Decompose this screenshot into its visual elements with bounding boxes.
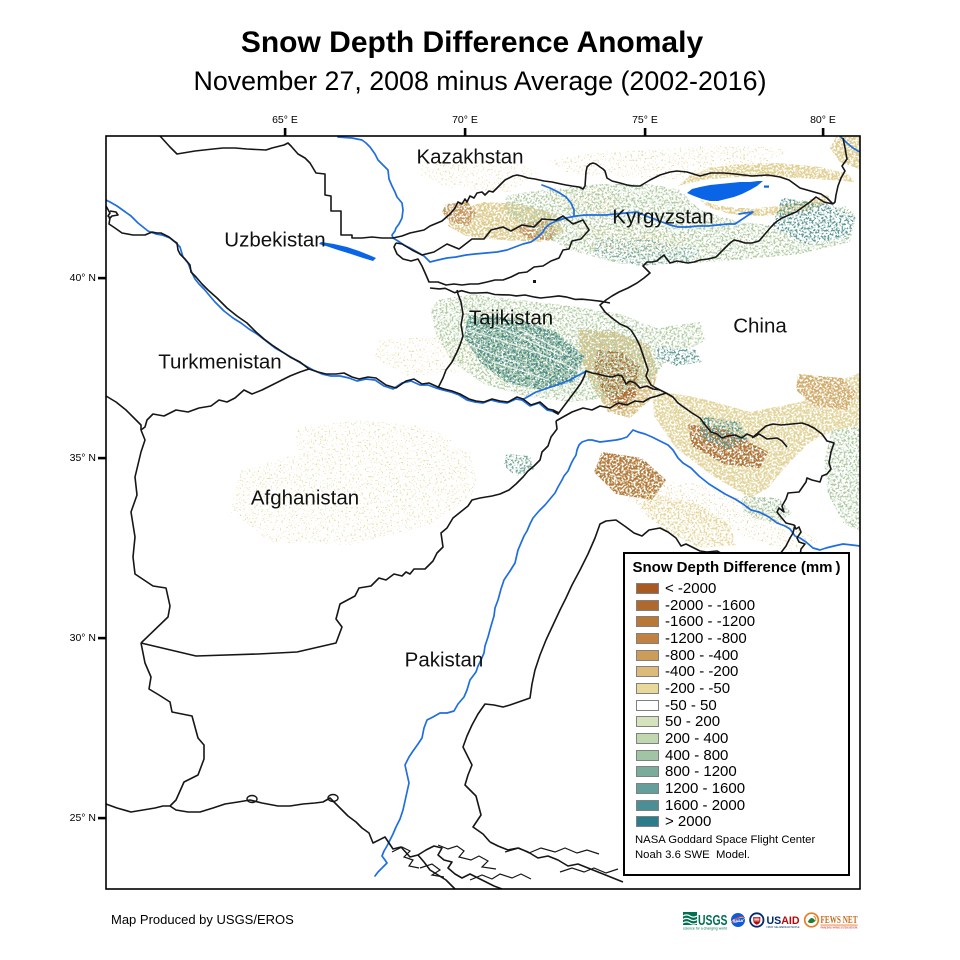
svg-text:Uzbekistan: Uzbekistan	[224, 228, 325, 251]
svg-text:Kazakhstan: Kazakhstan	[416, 145, 523, 168]
svg-text:30° N: 30° N	[70, 632, 96, 644]
svg-text:80° E: 80° E	[810, 114, 836, 126]
svg-text:70° E: 70° E	[452, 114, 478, 126]
svg-text:USAID: USAID	[767, 915, 800, 927]
svg-text:Turkmenistan: Turkmenistan	[158, 350, 281, 373]
svg-text:FEWS NET: FEWS NET	[821, 915, 858, 926]
svg-text:75° E: 75° E	[632, 114, 658, 126]
svg-text:35° N: 35° N	[70, 452, 96, 464]
svg-text:China: China	[733, 314, 787, 337]
svg-text:65° E: 65° E	[272, 114, 298, 126]
svg-text:Tajikistan: Tajikistan	[469, 306, 553, 329]
svg-text:40° N: 40° N	[70, 272, 96, 284]
svg-text:25° N: 25° N	[70, 812, 96, 824]
svg-text:NASA: NASA	[733, 919, 744, 923]
svg-text:Pakistan: Pakistan	[405, 648, 484, 671]
svg-text:Kyrgyzstan: Kyrgyzstan	[612, 205, 713, 228]
svg-text:Afghanistan: Afghanistan	[251, 486, 359, 509]
svg-text:USGS: USGS	[698, 913, 728, 929]
svg-text:FROM THE AMERICAN PEOPLE: FROM THE AMERICAN PEOPLE	[767, 925, 800, 929]
svg-text:FAMINE EARLY WARNING SYSTEMS N: FAMINE EARLY WARNING SYSTEMS NETWORK	[821, 926, 858, 930]
svg-text:science for a changing world: science for a changing world	[683, 927, 727, 931]
